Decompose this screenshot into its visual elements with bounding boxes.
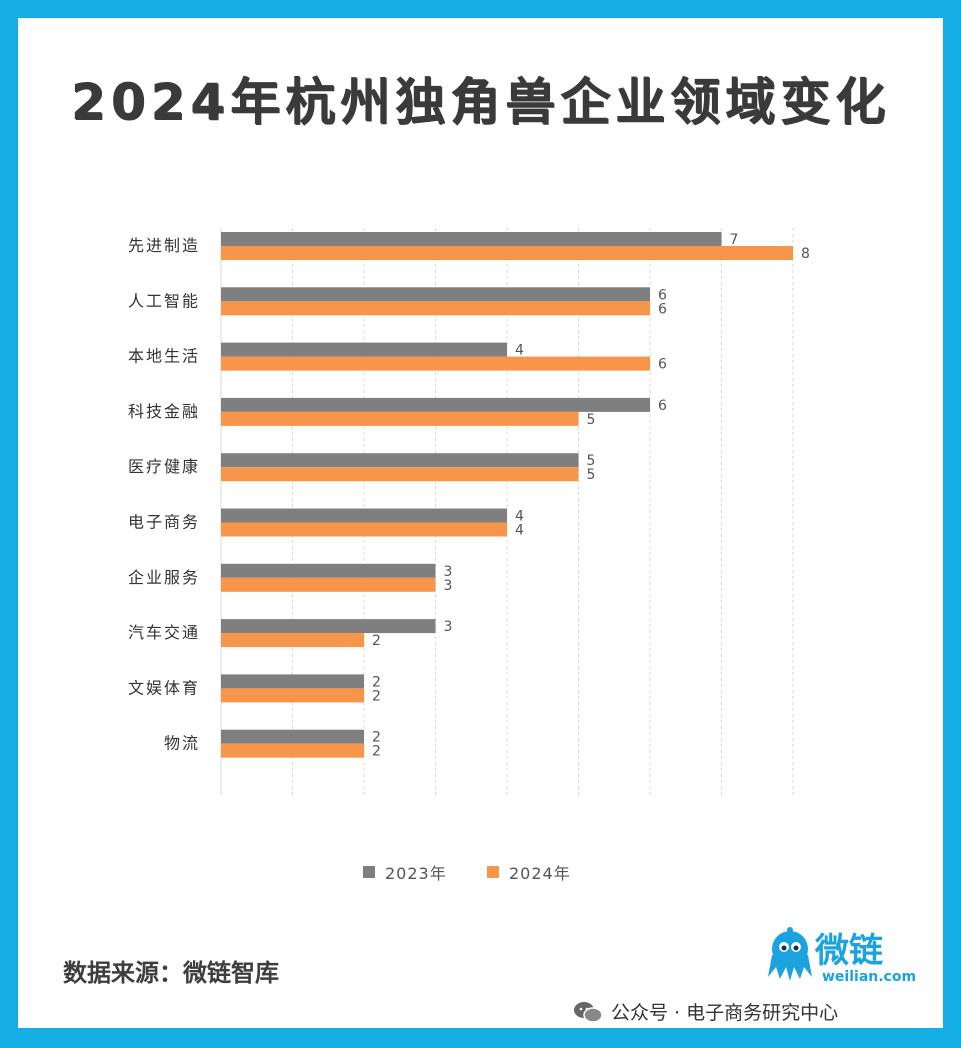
logo-url: weilian.com: [822, 969, 917, 985]
bar-2023年: [221, 397, 650, 412]
legend-label-2023: 2023年: [385, 864, 447, 883]
data-source: 数据来源：微链智库: [63, 959, 279, 987]
data-label: 4: [515, 509, 524, 525]
bar-2023年: [221, 674, 364, 689]
chart-title: 2024年杭州独角兽企业领域变化: [70, 73, 891, 131]
category-label: 人工智能: [128, 291, 200, 310]
data-label: 7: [730, 232, 739, 248]
legend-swatch-2023: [363, 866, 375, 878]
octopus-mascot-icon: [768, 927, 812, 981]
bar-2024年: [221, 246, 793, 260]
bar-2023年: [221, 453, 579, 468]
legend-swatch-2024: [487, 866, 499, 878]
category-label: 本地生活: [128, 347, 200, 366]
data-label: 2: [372, 674, 381, 690]
bar-2024年: [221, 522, 507, 537]
legend-item-2023: 2023年: [363, 860, 447, 884]
bar-2024年: [221, 688, 364, 703]
data-label: 8: [801, 246, 810, 262]
category-label: 医疗健康: [128, 457, 200, 476]
data-label: 3: [444, 619, 453, 635]
legend-item-2024: 2024年: [487, 860, 571, 884]
data-label: 3: [444, 578, 453, 594]
data-label: 2: [372, 744, 381, 760]
data-label: 6: [658, 357, 667, 373]
bar-2023年: [221, 342, 507, 357]
data-label: 5: [587, 412, 596, 428]
legend-label-2024: 2024年: [509, 864, 571, 883]
data-label: 2: [372, 633, 381, 649]
logo-name: 微链: [815, 931, 883, 971]
data-label: 3: [444, 564, 453, 580]
bar-2023年: [221, 287, 650, 302]
bar-2024年: [221, 467, 579, 482]
category-label: 电子商务: [128, 513, 200, 532]
bar-2024年: [221, 743, 364, 758]
data-label: 5: [587, 467, 596, 483]
bar-2023年: [221, 232, 722, 246]
category-label: 文娱体育: [128, 678, 200, 697]
wechat-icon: [574, 1001, 603, 1023]
bar-2024年: [221, 411, 579, 426]
bar-2023年: [221, 619, 436, 634]
data-label: 6: [658, 287, 667, 303]
data-label: 5: [587, 453, 596, 469]
category-label: 物流: [164, 734, 200, 753]
bar-2024年: [221, 301, 650, 316]
category-label: 先进制造: [128, 236, 200, 255]
category-label: 科技金融: [128, 402, 200, 421]
data-label: 6: [658, 398, 667, 414]
data-label: 2: [372, 730, 381, 746]
category-label: 汽车交通: [128, 623, 200, 642]
data-label: 4: [515, 343, 524, 359]
bar-2023年: [221, 563, 436, 578]
watermark-text: 公众号 · 电子商务研究中心: [611, 1002, 839, 1024]
bar-2024年: [221, 356, 650, 371]
data-label: 2: [372, 688, 381, 704]
weilian-logo: 微链 weilian.com: [760, 925, 920, 995]
bar-2023年: [221, 508, 507, 523]
watermark: 公众号 · 电子商务研究中心: [573, 998, 838, 1025]
bar-2024年: [221, 633, 364, 648]
bar-2024年: [221, 577, 436, 592]
category-label: 企业服务: [128, 568, 200, 587]
data-label: 4: [515, 523, 524, 539]
bar-2023年: [221, 729, 364, 744]
data-label: 6: [658, 301, 667, 317]
